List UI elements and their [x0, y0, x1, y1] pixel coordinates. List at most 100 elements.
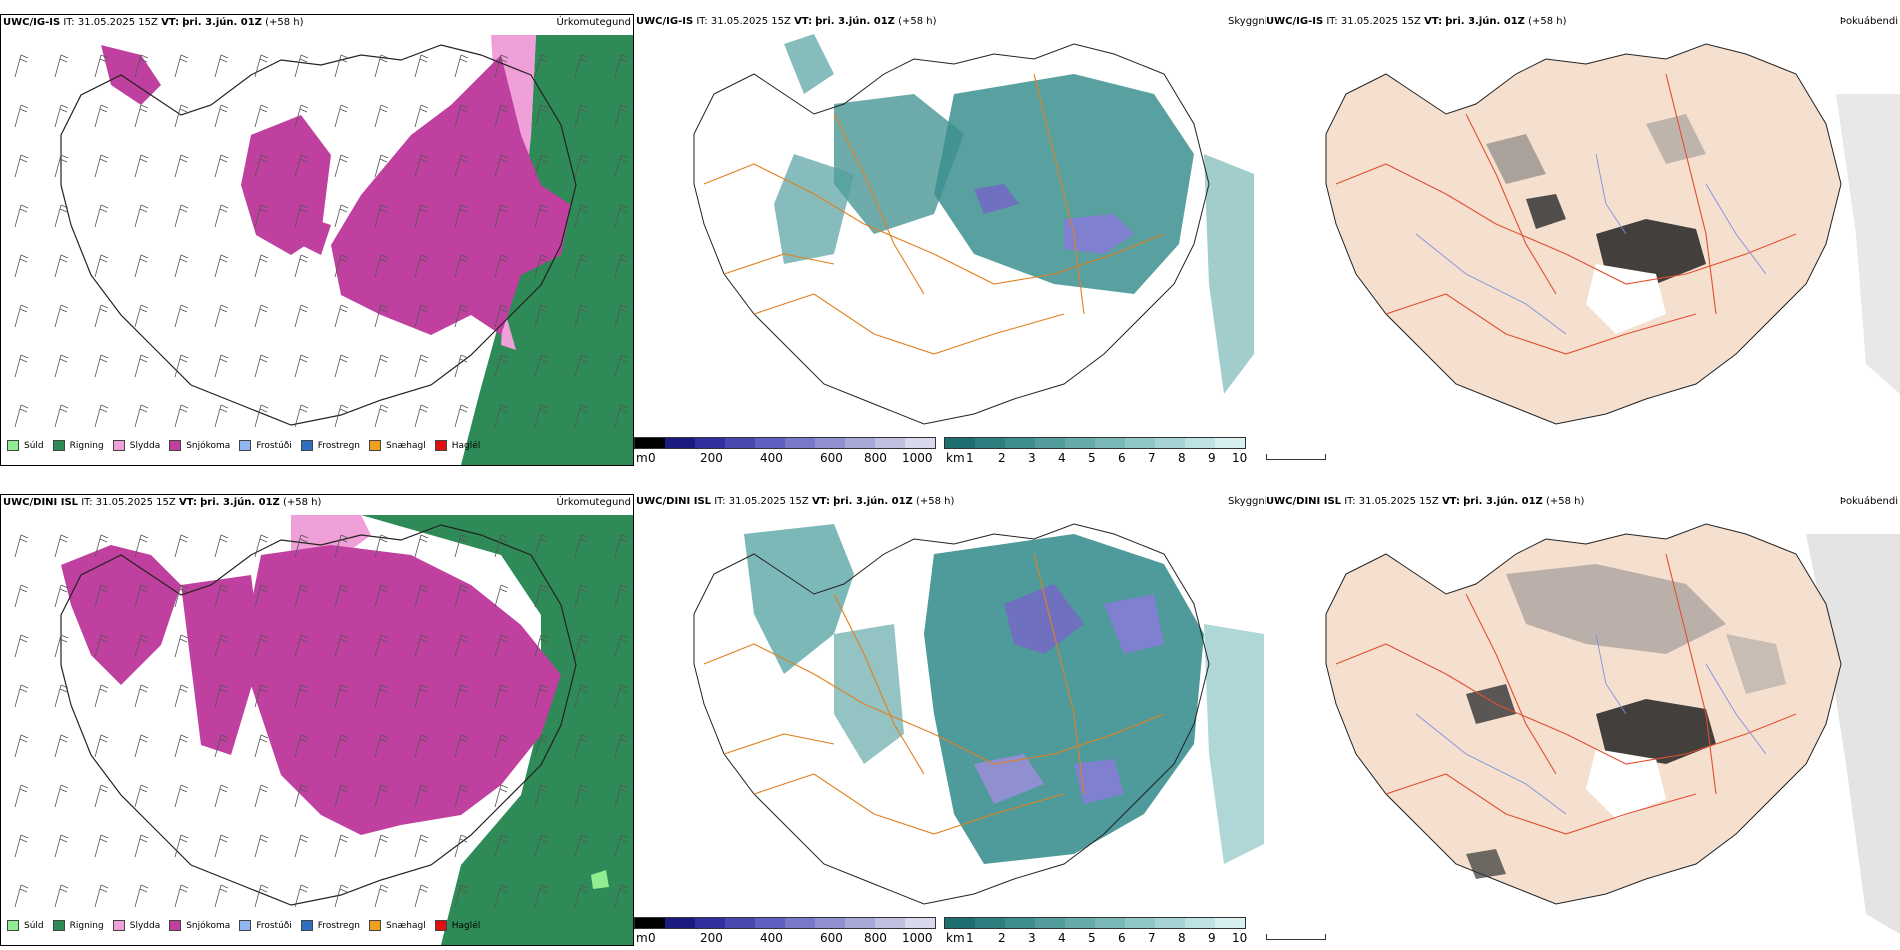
legend-swatch [239, 440, 252, 451]
height-tick: 400 [760, 931, 783, 944]
legend-swatch [300, 920, 313, 931]
legend-label: Slydda [129, 920, 161, 931]
vis-tick: 5 [1088, 451, 1096, 464]
legend-item: Snjókoma [169, 440, 230, 451]
init-time: 31.05.2025 15Z [77, 17, 158, 28]
height-color-step [905, 438, 935, 448]
precip-legend: Súld Rigning Slydda Snjókoma Frostúði Fr… [7, 440, 489, 451]
legend-item: Slydda [112, 440, 161, 451]
legend-swatch [112, 440, 125, 451]
precip-type-panel-dini: UWC/DINI ISL IT: 31.05.2025 15Z VT: þri.… [0, 494, 634, 946]
vis-tick: 8 [1178, 931, 1186, 944]
vis-tick: 1 [966, 451, 974, 464]
height-color-step [725, 918, 755, 928]
it-prefix: IT: [1344, 496, 1356, 507]
high-terrain-1 [1064, 214, 1134, 254]
lead-time: (+58 h) [265, 17, 304, 28]
legend-item: Frostregn [300, 440, 361, 451]
height-unit: m [636, 931, 648, 944]
vis-color-step [1065, 918, 1095, 928]
height-color-step [875, 438, 905, 448]
panel-title: UWC/IG-IS IT: 31.05.2025 15Z VT: þri. 3.… [636, 16, 937, 27]
lead-time: (+58 h) [283, 497, 322, 508]
visibility-colorbar [944, 917, 1246, 929]
legend-item: Slydda [112, 920, 161, 931]
height-tick: 1000 [902, 931, 933, 944]
road-network [703, 553, 1165, 835]
height-color-step [665, 438, 695, 448]
high-terrain-2 [974, 184, 1019, 214]
fog-dense-1 [1596, 699, 1716, 764]
it-prefix: IT: [63, 17, 75, 28]
fog-patch-south [1466, 849, 1506, 879]
precip-type-panel-igis: UWC/IG-IS IT: 31.05.2025 15Z VT: þri. 3.… [0, 14, 634, 466]
rivers [1415, 633, 1767, 815]
model-label: UWC/IG-IS [636, 16, 694, 27]
visibility-map-dini [634, 514, 1266, 934]
lead-time: (+58 h) [898, 16, 937, 27]
legend-label: Frostregn [317, 440, 361, 451]
panel-title: UWC/DINI ISL IT: 31.05.2025 15Z VT: þri.… [3, 497, 321, 508]
vis-color-step [945, 438, 975, 448]
height-color-step [695, 918, 725, 928]
vis-tick: 9 [1208, 451, 1216, 464]
height-tick: 1000 [902, 451, 933, 464]
legend-label: Haglél [451, 920, 481, 931]
valid-time: þri. 3.jún. 01Z [815, 16, 895, 27]
it-prefix: IT: [1326, 16, 1338, 27]
height-color-step [875, 918, 905, 928]
vis-tick: 5 [1088, 931, 1096, 944]
height-color-step [755, 918, 785, 928]
iceland-land [1325, 43, 1842, 425]
height-tick: 800 [864, 451, 887, 464]
vis-color-step [1215, 918, 1245, 928]
vis-tick: 8 [1178, 451, 1186, 464]
fog-gray-north [1506, 564, 1726, 654]
init-time: 31.05.2025 15Z [95, 497, 176, 508]
fog-white-glacier [1586, 749, 1666, 819]
high-terrain-1 [1004, 584, 1084, 654]
snow-area-main [331, 55, 571, 335]
legend-item: Haglél [434, 440, 481, 451]
vis-color-step [945, 918, 975, 928]
vis-tick: 1 [966, 931, 974, 944]
vt-prefix: VT: [178, 497, 197, 508]
fog-index-map-dini [1266, 514, 1900, 934]
legend-label: Slydda [129, 440, 161, 451]
height-color-step [845, 918, 875, 928]
iceland-outline [60, 524, 577, 906]
vis-color-step [1035, 438, 1065, 448]
vis-tick: 3 [1028, 451, 1036, 464]
fog-white-glacier [1586, 264, 1666, 334]
vis-color-step [975, 918, 1005, 928]
vis-unit: km [946, 931, 965, 944]
height-tick: 0 [648, 931, 656, 944]
panel-title: UWC/DINI ISL IT: 31.05.2025 15Z VT: þri.… [636, 496, 954, 507]
legend-swatch [300, 440, 313, 451]
legend-swatch [369, 920, 382, 931]
vis-color-step [1095, 918, 1125, 928]
height-unit: m [636, 451, 648, 464]
drizzle-patch [591, 870, 609, 889]
vis-color-step [1185, 438, 1215, 448]
visibility-panel-igis: UWC/IG-IS IT: 31.05.2025 15Z VT: þri. 3.… [634, 14, 1266, 464]
legend-label: Haglél [451, 440, 481, 451]
precip-type-map-igis [1, 15, 633, 465]
legend-swatch [112, 920, 125, 931]
fog-dense-1 [1596, 219, 1706, 284]
fog-light-2 [1646, 114, 1706, 164]
vis-tick: 7 [1148, 931, 1156, 944]
fog-light-1 [1486, 134, 1546, 184]
height-color-step [785, 918, 815, 928]
vis-color-step [1125, 438, 1155, 448]
fog-offshore-east [1836, 94, 1900, 394]
legend-swatch [7, 440, 19, 451]
legend-label: Snæhagl [386, 920, 426, 931]
height-color-step [665, 918, 695, 928]
param-label: Skyggni [1228, 16, 1266, 27]
precip-legend: Súld Rigning Slydda Snjókoma Frostúði Fr… [7, 920, 489, 931]
height-tick: 800 [864, 931, 887, 944]
iceland-outline [693, 43, 1210, 425]
fog-index-panel-dini: UWC/DINI ISL IT: 31.05.2025 15Z VT: þri.… [1266, 494, 1900, 944]
it-prefix: IT: [714, 496, 726, 507]
